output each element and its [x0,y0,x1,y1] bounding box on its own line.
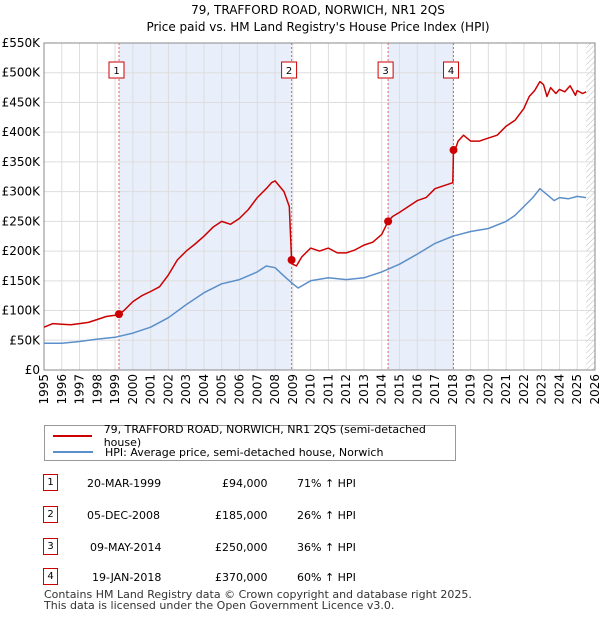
sale-marker-box [443,61,460,79]
sale-marker-box [281,61,298,79]
y-tick-label: £500K [2,66,42,80]
x-tick-label: 2019 [464,374,478,405]
x-tick-label: 1995 [37,374,51,405]
y-tick-label: £50K [9,333,41,347]
plot-frame [43,42,596,371]
legend-item-hpi: HPI: Average price, semi-detached house,… [53,444,383,460]
x-tick-label: 2022 [517,374,531,405]
sale-date: 20-MAR-1999 [87,477,162,490]
x-tick-label: 2007 [250,374,264,405]
table-row: 2 05-DEC-2008 £185,000 26% ↑ HPI [0,506,600,526]
price-paid-line [43,80,587,328]
sale-date: 19-JAN-2018 [92,571,162,584]
y-tick-label: £0 [25,363,40,377]
sale-price: £370,000 [215,571,268,584]
sale-number-badge: 3 [43,538,58,555]
x-tick-label: 2003 [179,374,193,405]
price-chart: 79, TRAFFORD ROAD, NORWICH, NR1 2QS Pric… [2,3,600,405]
shaded-range [388,43,454,370]
x-tick-label: 2013 [357,374,371,405]
x-tick-label: 2020 [481,374,495,405]
sale-point [115,310,124,319]
x-tick-label: 1999 [108,374,122,405]
sale-marker-label: 1 [113,66,119,77]
legend-label-hpi: HPI: Average price, semi-detached house,… [105,445,384,459]
legend-label-price: 79, TRAFFORD ROAD, NORWICH, NR1 2QS (sem… [103,423,426,449]
x-tick-label: 2023 [535,374,549,405]
sale-marker-label: 4 [448,66,454,77]
x-tick-label: 2005 [215,374,229,405]
x-tick-label: 2024 [552,374,566,405]
sale-number-badge: 1 [43,474,58,491]
x-tick-label: 2004 [197,374,211,405]
legend-swatch-price [53,435,92,437]
x-tick-label: 2025 [570,374,584,405]
sale-date: 09-MAY-2014 [90,541,162,554]
sale-hpi-change: 36% ↑ HPI [297,541,356,554]
y-tick-label: £450K [2,95,42,109]
x-tick-label: 1998 [90,374,104,405]
future-hatch-region [586,43,595,370]
x-tick-label: 2018 [446,374,460,405]
table-row: 3 09-MAY-2014 £250,000 36% ↑ HPI [0,538,600,558]
y-tick-label: £250K [2,214,42,228]
y-tick-label: £300K [2,185,42,199]
legend-swatch-hpi [53,451,93,453]
sale-price: £94,000 [222,477,268,490]
x-tick-label: 2001 [144,374,158,405]
sale-hpi-change: 60% ↑ HPI [297,571,356,584]
sale-price: £250,000 [215,541,268,554]
x-tick-label: 1996 [55,374,69,405]
sale-date: 05-DEC-2008 [87,509,161,522]
x-tick-label: 2026 [588,374,600,405]
x-tick-label: 2017 [428,374,442,405]
hpi-line [44,187,587,344]
sale-hpi-change: 26% ↑ HPI [297,509,356,522]
sale-number-badge: 2 [43,506,58,523]
sale-number-badge: 4 [43,568,58,585]
y-tick-label: £550K [2,36,42,50]
x-tick-label: 2000 [126,374,140,405]
x-tick-label: 2010 [304,374,318,405]
shaded-range [119,43,292,370]
sale-price: £185,000 [215,509,268,522]
x-tick-label: 2012 [339,374,353,405]
y-tick-label: £100K [2,304,42,318]
legend-item-price: 79, TRAFFORD ROAD, NORWICH, NR1 2QS (sem… [53,423,455,449]
sale-marker-box [108,61,125,79]
x-tick-label: 2002 [161,374,175,405]
chart-legend: 79, TRAFFORD ROAD, NORWICH, NR1 2QS (sem… [44,423,456,461]
y-tick-label: £200K [2,244,42,258]
sale-marker-label: 3 [382,66,388,77]
y-tick-label: £150K [2,274,42,288]
x-tick-label: 2016 [410,374,424,405]
chart-title: 79, TRAFFORD ROAD, NORWICH, NR1 2QS [191,3,445,17]
x-tick-label: 2021 [499,374,513,405]
y-tick-label: £400K [2,125,42,139]
sale-marker-label: 2 [286,66,292,77]
footer-line-2: This data is licensed under the Open Gov… [44,599,395,612]
chart-subtitle: Price paid vs. HM Land Registry's House … [146,20,489,34]
table-row: 4 19-JAN-2018 £370,000 60% ↑ HPI [0,568,600,588]
x-tick-label: 2006 [233,374,247,405]
sale-point [287,256,296,265]
table-row: 1 20-MAR-1999 £94,000 71% ↑ HPI [0,474,600,494]
footer-attribution: Contains HM Land Registry data © Crown c… [44,589,472,611]
sale-point [384,217,393,226]
sale-point [449,146,458,155]
x-tick-label: 2011 [321,374,335,405]
sale-hpi-change: 71% ↑ HPI [297,477,356,490]
x-tick-label: 2015 [392,374,406,405]
x-tick-label: 1997 [73,374,87,405]
y-tick-label: £350K [2,155,42,169]
x-tick-label: 2014 [375,374,389,405]
x-tick-label: 2008 [268,374,282,405]
sale-marker-box [377,61,394,79]
x-tick-label: 2009 [286,374,300,405]
footer-line-1: Contains HM Land Registry data © Crown c… [44,588,472,601]
